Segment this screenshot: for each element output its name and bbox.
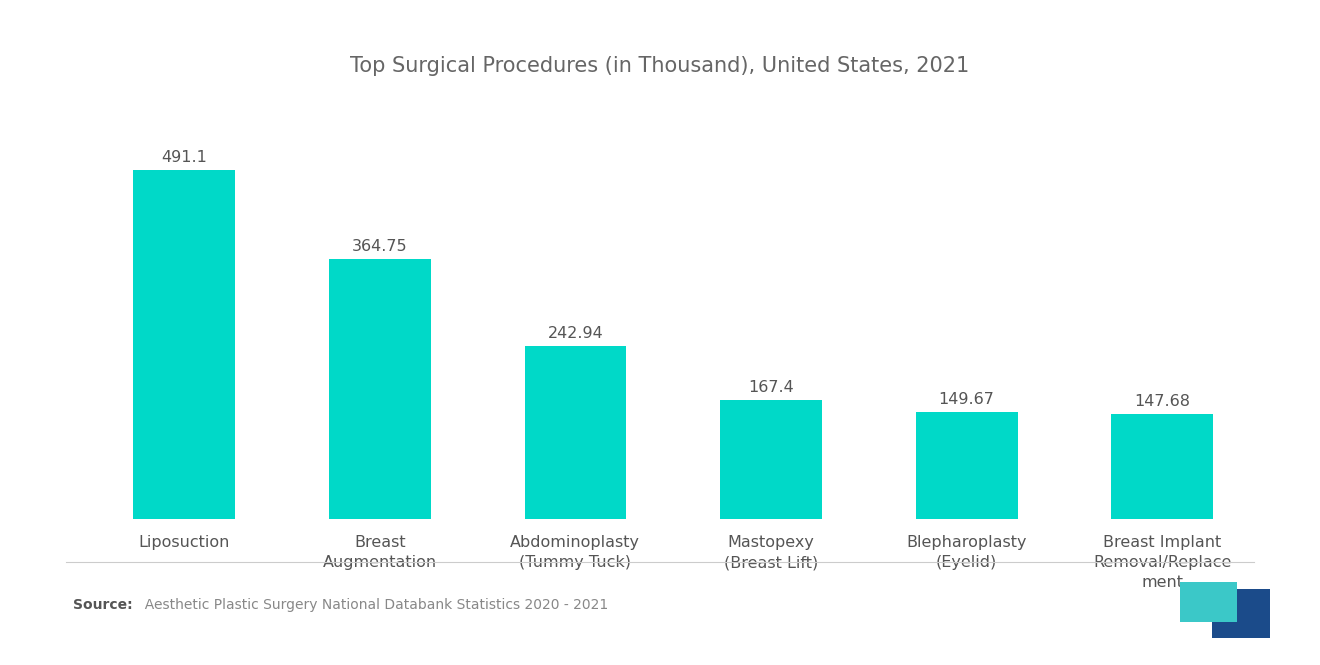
FancyBboxPatch shape [1212,589,1270,638]
Bar [524,346,626,519]
Bar [721,400,822,519]
Text: 364.75: 364.75 [352,239,408,255]
Text: Aesthetic Plastic Surgery National Databank Statistics 2020 - 2021: Aesthetic Plastic Surgery National Datab… [136,598,609,612]
Bar [133,170,235,519]
Bar [916,412,1018,519]
Text: 147.68: 147.68 [1134,394,1191,409]
Text: Source:: Source: [73,598,132,612]
Text: Top Surgical Procedures (in Thousand), United States, 2021: Top Surgical Procedures (in Thousand), U… [350,57,970,76]
Bar [329,259,430,519]
Bar [1111,414,1213,519]
Text: 491.1: 491.1 [161,150,207,165]
Text: 242.94: 242.94 [548,326,603,341]
Text: 167.4: 167.4 [748,380,793,395]
FancyBboxPatch shape [1180,582,1237,622]
Text: 149.67: 149.67 [939,392,994,408]
